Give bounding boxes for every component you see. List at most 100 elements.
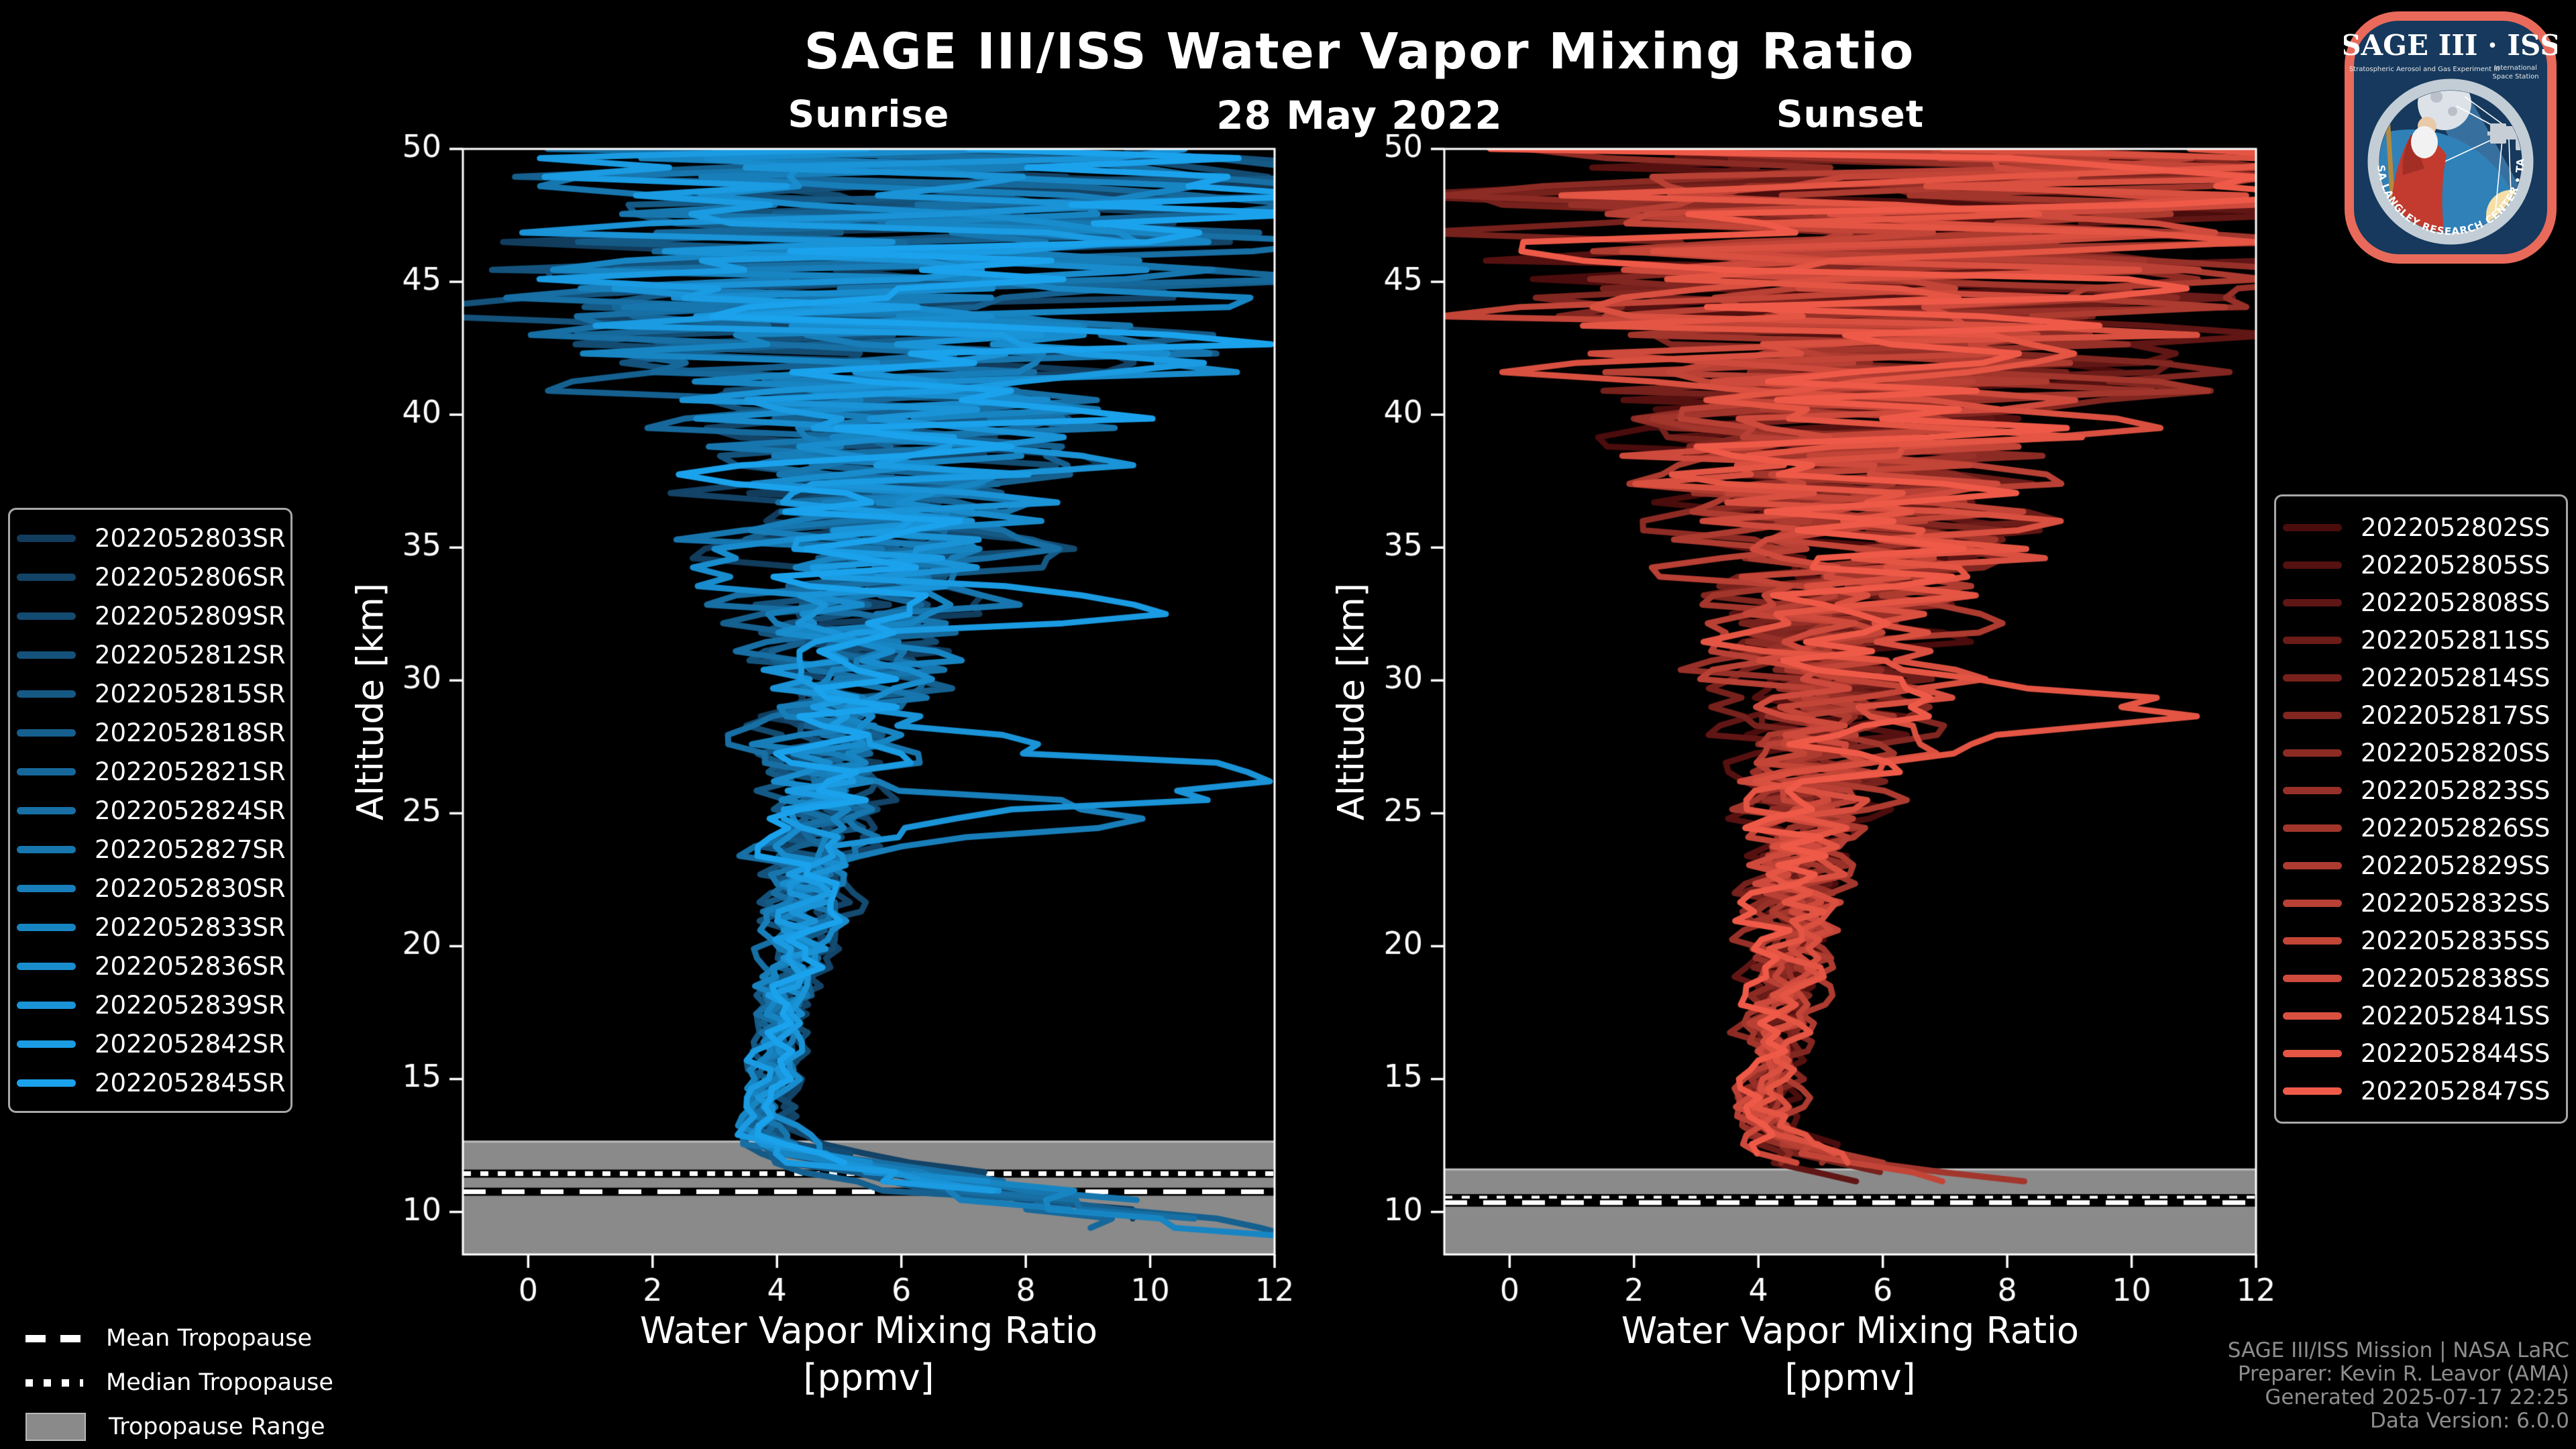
- legend-item-mean-tropopause: Mean Tropopause: [25, 1316, 333, 1360]
- x-axis-label-sunset: Water Vapor Mixing Ratio: [1621, 1309, 2080, 1352]
- legend-series-label: 2022052821SR: [95, 757, 286, 786]
- attribution-preparer: Preparer: Kevin R. Leavor (AMA): [2237, 1362, 2569, 1386]
- attribution-mission: SAGE III/ISS Mission | NASA LaRC: [2227, 1338, 2569, 1362]
- logo-moon-crater: [2430, 91, 2443, 103]
- legend-line-swatch: [17, 651, 76, 659]
- legend-item-2022052814SS: 2022052814SS: [2276, 659, 2566, 696]
- legend-series-label: 2022052827SR: [95, 835, 286, 864]
- legend-item-2022052838SS: 2022052838SS: [2276, 959, 2566, 997]
- legend-series-label: 2022052842SR: [95, 1029, 286, 1059]
- attribution-generated: Generated 2025-07-17 22:25: [2265, 1385, 2569, 1409]
- logo-figure-cloak: [2402, 135, 2424, 175]
- legend-item-2022052829SS: 2022052829SS: [2276, 847, 2566, 884]
- legend-series-label: 2022052811SS: [2361, 625, 2551, 655]
- tropopause-range-swatch: [25, 1413, 86, 1441]
- legend-series-label: 2022052836SR: [95, 951, 286, 981]
- logo-earth: [2379, 129, 2522, 233]
- legend-series-label: 2022052814SS: [2361, 663, 2551, 692]
- legend-series-label: 2022052847SS: [2361, 1076, 2551, 1106]
- y-axis-label-sunset: Altitude [km]: [1330, 582, 1373, 821]
- legend-item-2022052836SR: 2022052836SR: [10, 947, 290, 985]
- attribution-block: SAGE III/ISS Mission | NASA LaRC Prepare…: [2228, 1339, 2569, 1433]
- legend-series-label: 2022052833SR: [95, 912, 286, 942]
- legend-series-label: 2022052815SR: [95, 679, 286, 708]
- legend-item-2022052827SR: 2022052827SR: [10, 830, 290, 869]
- x-axis-units-sunset: [ppmv]: [1784, 1356, 1916, 1399]
- logo-moon-crater: [2448, 107, 2457, 116]
- legend-item-2022052830SR: 2022052830SR: [10, 869, 290, 908]
- legend-line-swatch: [17, 1001, 76, 1009]
- legend-line-swatch: [17, 729, 76, 737]
- legend-item-2022052832SS: 2022052832SS: [2276, 884, 2566, 922]
- legend-item-2022052803SR: 2022052803SR: [10, 519, 290, 557]
- tropopause-range-label: Tropopause Range: [109, 1413, 325, 1440]
- legend-item-2022052808SS: 2022052808SS: [2276, 584, 2566, 621]
- legend-item-2022052802SS: 2022052802SS: [2276, 508, 2566, 546]
- legend-line-swatch: [17, 690, 76, 698]
- legend-item-2022052844SS: 2022052844SS: [2276, 1034, 2566, 1072]
- legend-line-swatch: [2283, 824, 2342, 832]
- legend-series-label: 2022052803SR: [95, 523, 286, 553]
- legend-item-2022052820SS: 2022052820SS: [2276, 734, 2566, 771]
- legend-series-label: 2022052832SS: [2361, 888, 2551, 918]
- legend-line-swatch: [2283, 523, 2342, 531]
- legend-series-label: 2022052845SR: [95, 1068, 286, 1097]
- legend-series-label: 2022052812SR: [95, 640, 286, 669]
- figure-title: SAGE III/ISS Water Vapor Mixing Ratio: [804, 23, 1915, 80]
- legend-item-2022052806SR: 2022052806SR: [10, 557, 290, 596]
- logo-figure-beard: [2411, 126, 2438, 158]
- legend-item-2022052833SR: 2022052833SR: [10, 908, 290, 947]
- legend-item-2022052815SR: 2022052815SR: [10, 674, 290, 713]
- legend-series-label: 2022052844SS: [2361, 1038, 2551, 1068]
- legend-series-label: 2022052835SS: [2361, 926, 2551, 955]
- legend-series-label: 2022052809SR: [95, 601, 286, 631]
- legend-line-swatch: [2283, 636, 2342, 644]
- legend-line-swatch: [17, 806, 76, 814]
- legend-item-2022052811SS: 2022052811SS: [2276, 621, 2566, 659]
- legend-line-swatch: [2283, 674, 2342, 682]
- legend-line-swatch: [2283, 786, 2342, 794]
- legend-series-label: 2022052830SR: [95, 873, 286, 903]
- legend-item-2022052823SS: 2022052823SS: [2276, 771, 2566, 809]
- legend-line-swatch: [17, 923, 76, 931]
- legend-series-label: 2022052806SR: [95, 562, 286, 592]
- legend-series-label: 2022052820SS: [2361, 738, 2551, 767]
- legend-line-swatch: [2283, 1012, 2342, 1020]
- legend-line-swatch: [17, 534, 76, 542]
- logo-title: SAGE III · ISS: [2344, 29, 2557, 62]
- mission-logo: SAGE III · ISS Stratospheric Aerosol and…: [2344, 11, 2557, 264]
- legend-item-tropopause-range: Tropopause Range: [25, 1405, 333, 1449]
- legend-line-swatch: [17, 845, 76, 853]
- legend-series-label: 2022052808SS: [2361, 588, 2551, 617]
- legend-line-swatch: [2283, 598, 2342, 606]
- legend-item-2022052817SS: 2022052817SS: [2276, 696, 2566, 734]
- legend-item-2022052839SR: 2022052839SR: [10, 985, 290, 1024]
- legend-line-swatch: [2283, 749, 2342, 757]
- legend-series-label: 2022052802SS: [2361, 513, 2551, 542]
- legend-item-2022052841SS: 2022052841SS: [2276, 997, 2566, 1034]
- legend-line-swatch: [2283, 936, 2342, 945]
- logo-subtitle-right2: Space Station: [2492, 73, 2538, 80]
- legend-series-label: 2022052805SS: [2361, 550, 2551, 580]
- legend-item-2022052805SS: 2022052805SS: [2276, 546, 2566, 584]
- panel-title-sunrise: Sunrise: [788, 93, 950, 136]
- legend-line-swatch: [2283, 861, 2342, 869]
- panel-title-sunset: Sunset: [1776, 93, 1925, 136]
- legend-line-swatch: [17, 884, 76, 892]
- legend-item-2022052845SR: 2022052845SR: [10, 1063, 290, 1102]
- legend-item-2022052842SR: 2022052842SR: [10, 1024, 290, 1063]
- sunset-series-legend: 2022052802SS 2022052805SS 2022052808SS 2022…: [2274, 494, 2568, 1124]
- x-axis-units-sunrise: [ppmv]: [803, 1356, 934, 1399]
- legend-line-swatch: [2283, 1087, 2342, 1095]
- mean-tropopause-label: Mean Tropopause: [106, 1325, 313, 1352]
- legend-series-label: 2022052829SS: [2361, 851, 2551, 880]
- legend-line-swatch: [17, 962, 76, 970]
- legend-series-label: 2022052841SS: [2361, 1001, 2551, 1030]
- legend-item-2022052847SS: 2022052847SS: [2276, 1072, 2566, 1110]
- legend-item-2022052809SR: 2022052809SR: [10, 596, 290, 635]
- legend-item-median-tropopause: Median Tropopause: [25, 1360, 333, 1405]
- legend-series-label: 2022052824SR: [95, 796, 286, 825]
- legend-series-label: 2022052838SS: [2361, 963, 2551, 993]
